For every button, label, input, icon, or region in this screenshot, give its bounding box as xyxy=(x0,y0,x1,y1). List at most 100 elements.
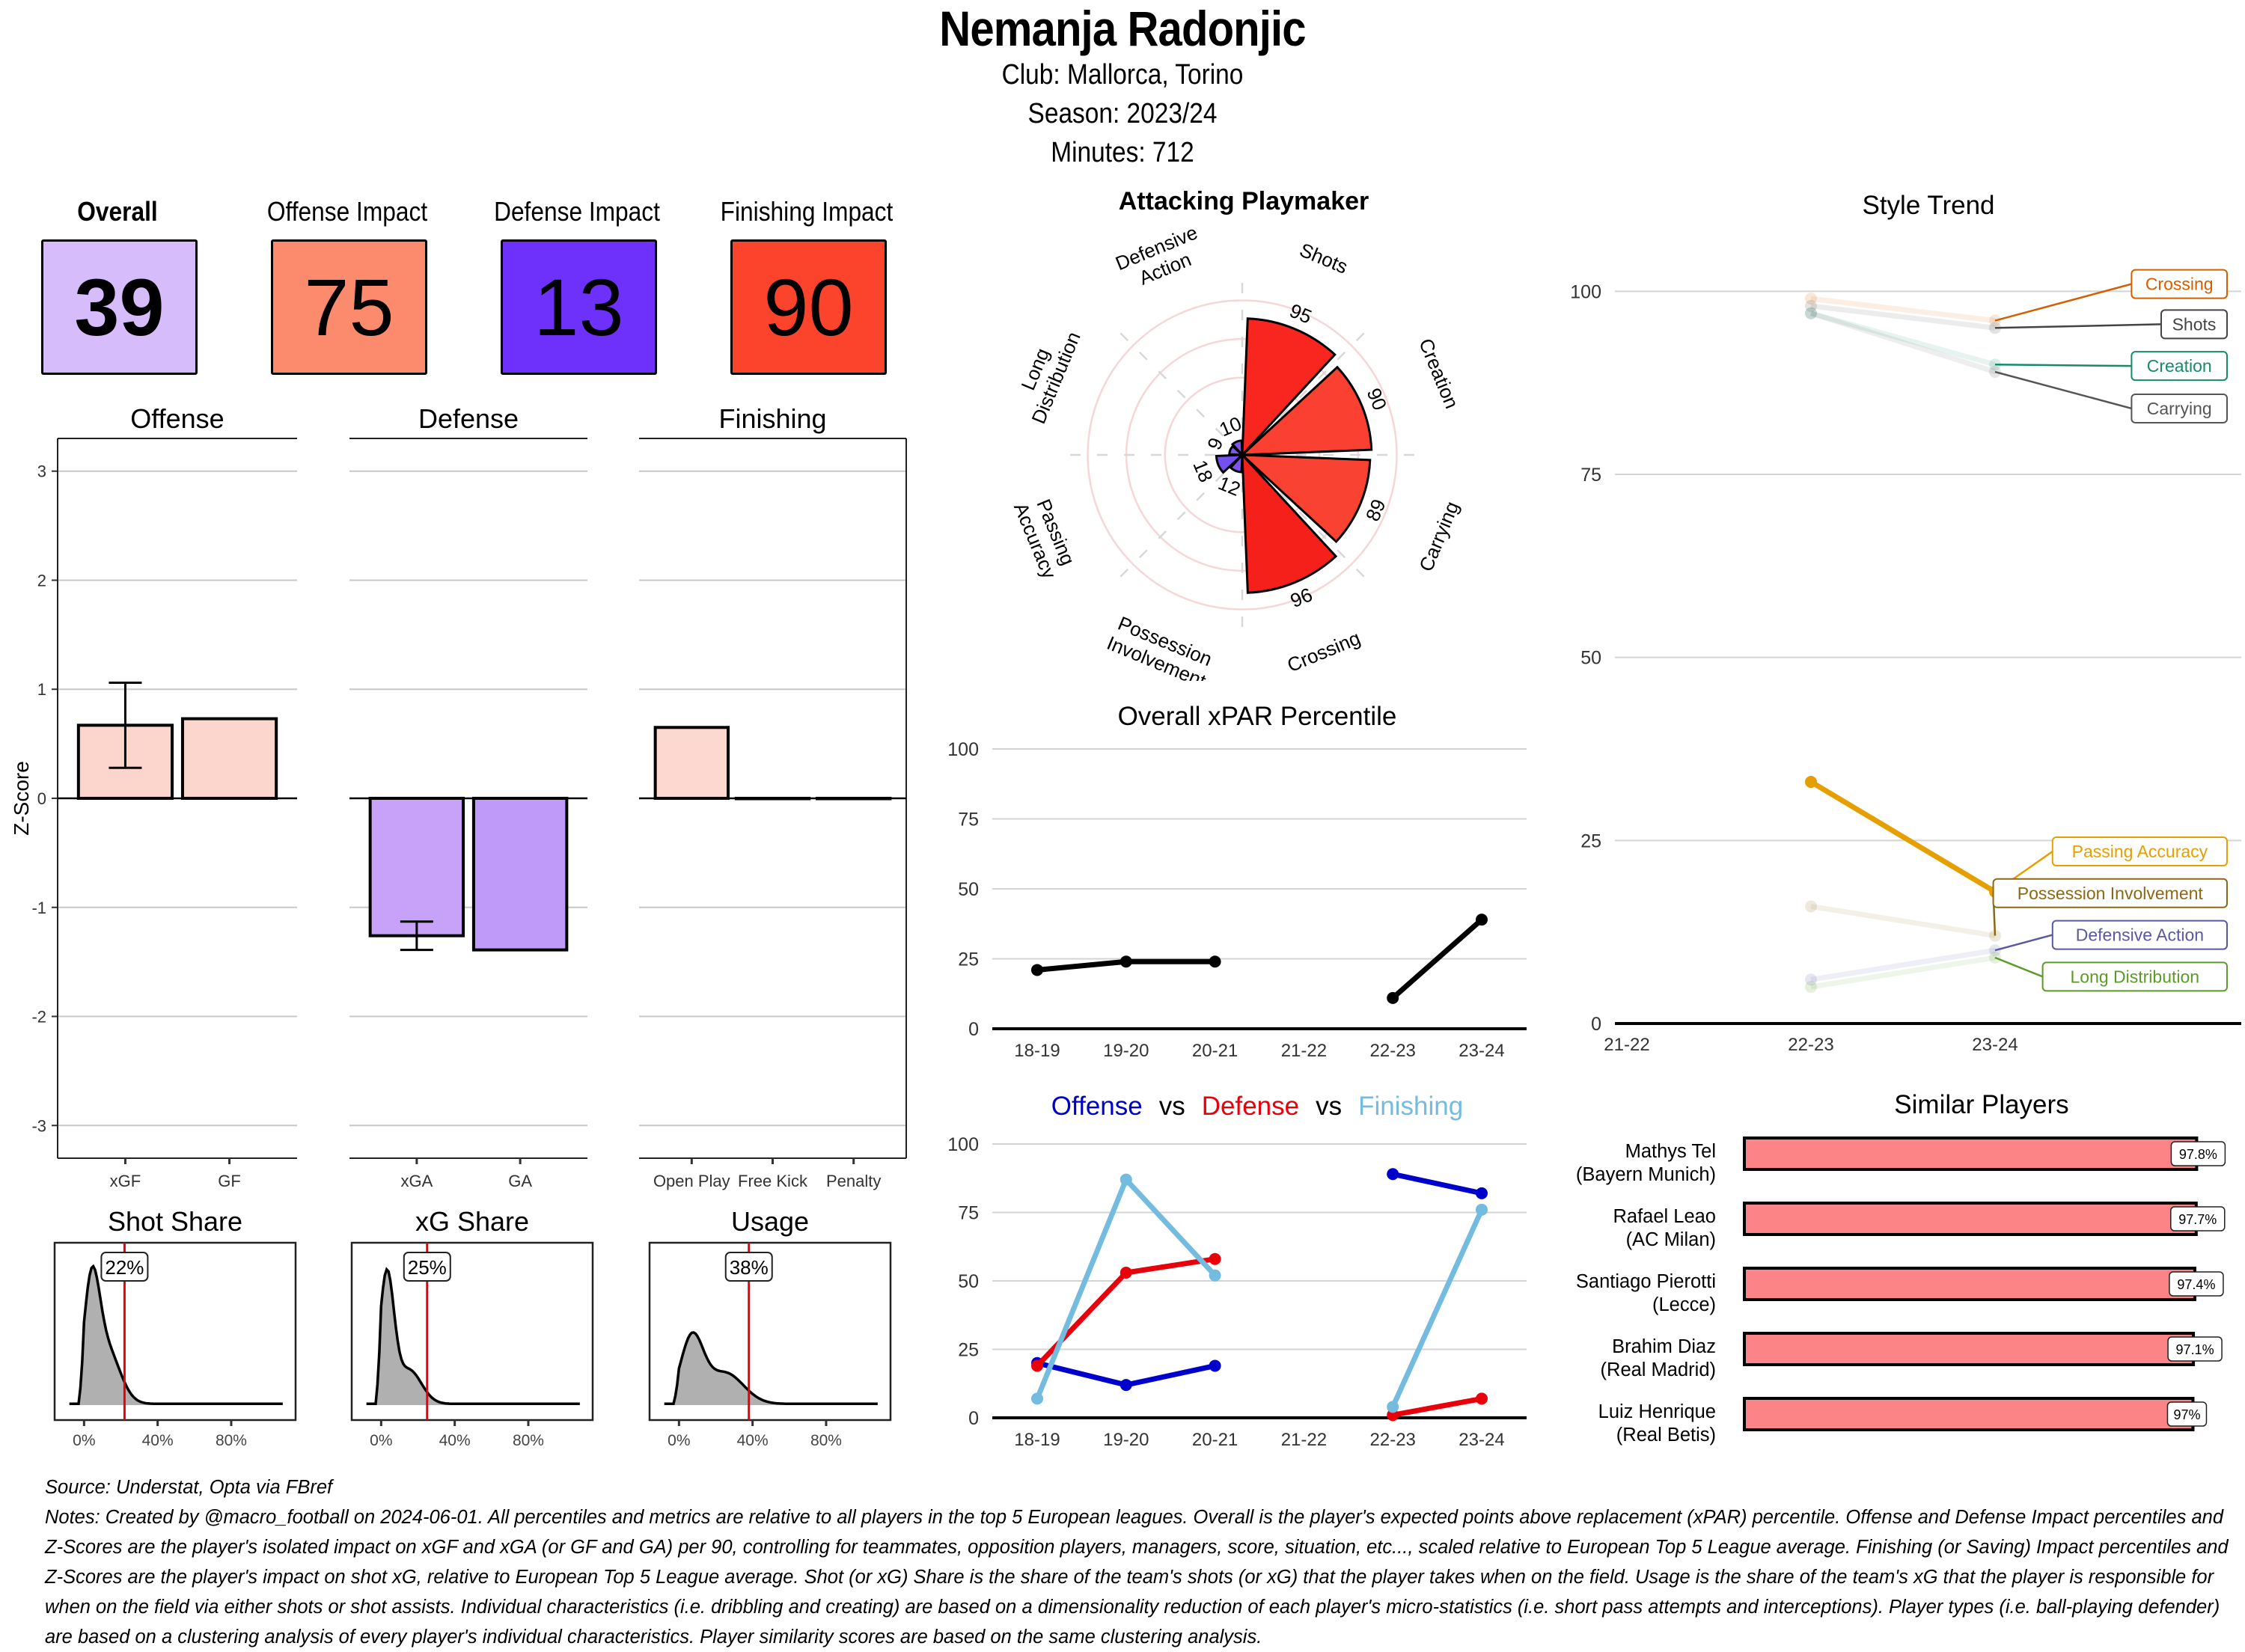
y-axis-label: Z-Score xyxy=(10,761,33,836)
x-tick-label: 40% xyxy=(737,1432,769,1449)
similarity-label-box xyxy=(2170,1206,2226,1232)
player-name: Mathys Tel xyxy=(1625,1141,1716,1162)
similarity-label-box xyxy=(2166,1401,2208,1427)
data-point xyxy=(1120,1267,1132,1279)
data-point xyxy=(1209,1359,1221,1372)
player-club: (Real Betis) xyxy=(1616,1425,1716,1446)
data-point xyxy=(1805,981,1817,994)
series-label: Long Distribution xyxy=(2070,967,2199,986)
zscore-chart: Z-Score 3 2 1 0 -1 -2 -3 Offense xGF GF Defense xGA G… xyxy=(10,403,907,1190)
radar-bar-possession-involvement xyxy=(1229,451,1244,474)
similarity-label: 97.1% xyxy=(2176,1342,2214,1357)
radar-category-line: Shots xyxy=(1296,239,1351,278)
season-line: Season: 2023/24 xyxy=(1027,98,1218,129)
share-panel-shot-share: Shot Share 22% 0% 40% 80% xyxy=(53,1206,297,1449)
radar-spoke xyxy=(1241,454,1370,583)
bar-open-play xyxy=(653,726,730,800)
player-name: Rafael Leao xyxy=(1613,1206,1716,1227)
similarity-bar xyxy=(1743,1332,2196,1366)
x-tick-label: 0% xyxy=(73,1432,95,1449)
ovd-title-part: Defense xyxy=(1202,1092,1299,1121)
source-note: Source: Understat, Opta via FBref xyxy=(45,1477,333,1498)
series-label: Passing Accuracy xyxy=(2072,842,2208,861)
y-tick-label: 25 xyxy=(958,1340,979,1361)
xpar-title: Overall xPAR Percentile xyxy=(1118,702,1397,731)
methodology-notes: Notes: Created by @macro_football on 202… xyxy=(45,1507,2229,1648)
radar-category-label: Crossing xyxy=(1284,626,1363,676)
y-tick-label: 75 xyxy=(958,810,979,830)
data-point xyxy=(1805,293,1817,305)
y-tick-label: -3 xyxy=(31,1116,46,1135)
label-leader-line xyxy=(1994,323,2162,329)
radar-category-line: Crossing xyxy=(1284,626,1363,676)
series-line xyxy=(1390,1208,1485,1408)
series-label-box xyxy=(2160,309,2228,340)
player-name: Luiz Henrique xyxy=(1598,1401,1716,1422)
style-trend-chart: Style Trend 100 75 50 25 021-22 22-23 23-24 Cros… xyxy=(1570,191,2241,1055)
data-point xyxy=(1209,955,1221,968)
value-label-box xyxy=(724,1252,773,1282)
y-tick-label: 75 xyxy=(1580,465,1601,486)
player-name: Brahim Diaz xyxy=(1612,1336,1716,1357)
y-tick-label: 1 xyxy=(37,680,46,699)
style-line-possession-involvement xyxy=(1810,903,1996,939)
radar-bar-passing-accuracy xyxy=(1215,453,1246,474)
ovd-title: Offense vs Defense vs Finishing xyxy=(1051,1092,1463,1121)
similarity-bar xyxy=(1743,1267,2196,1301)
x-tick-label: 19-20 xyxy=(1103,1041,1149,1061)
ovd-title-part: vs xyxy=(1159,1092,1185,1121)
density-area xyxy=(366,1269,580,1405)
series-label-box xyxy=(2131,393,2229,423)
series-finishing xyxy=(1031,1173,1488,1413)
x-tick-label: 40% xyxy=(439,1432,471,1449)
style-radar-chart: Attacking Playmaker 95 Shots 90 Creation 89 Ca… xyxy=(1007,187,1463,681)
x-tick-label: 22-23 xyxy=(1788,1035,1833,1055)
label-leader-line xyxy=(1994,283,2132,322)
x-tick-label: 22-23 xyxy=(1370,1430,1416,1450)
radar-bar-shots xyxy=(1241,317,1337,459)
series-label-box xyxy=(2051,920,2228,950)
series-line xyxy=(1390,917,1484,1000)
y-tick-label: 25 xyxy=(958,949,979,970)
data-point xyxy=(1031,964,1043,976)
x-tick-label: Penalty xyxy=(826,1172,881,1190)
series-label-box xyxy=(2041,961,2228,992)
radar-value-label: 18 xyxy=(1188,457,1218,486)
ovd-title-part: Finishing xyxy=(1358,1092,1463,1121)
facet-title: Offense xyxy=(130,403,224,434)
ovd-title-part: Offense xyxy=(1051,1092,1143,1121)
share-panel-xg-share: xG Share 25% 0% 40% 80% xyxy=(350,1206,594,1449)
data-point xyxy=(1805,307,1817,319)
data-point xyxy=(1387,991,1399,1004)
radar-spoke xyxy=(1241,327,1370,456)
radar-category-label: LongDistribution xyxy=(1007,320,1085,427)
bar-gf xyxy=(180,717,278,800)
data-point xyxy=(1805,307,1817,319)
data-point xyxy=(1031,1392,1043,1405)
share-panel-title: Shot Share xyxy=(108,1206,242,1237)
x-tick-label: 21-22 xyxy=(1604,1035,1649,1055)
style-trend-title: Style Trend xyxy=(1862,191,1994,220)
style-line-creation xyxy=(1810,310,1996,367)
y-tick-label: -1 xyxy=(31,899,46,917)
similarity-label-box xyxy=(2167,1336,2223,1362)
ovd-title-part: vs xyxy=(1316,1092,1342,1121)
style-line-shots xyxy=(1810,303,1996,331)
style-line-defensive-action xyxy=(1810,947,1996,982)
series-label: Shots xyxy=(2172,314,2217,334)
minutes-line: Minutes: 712 xyxy=(1051,137,1194,168)
data-point xyxy=(1476,914,1488,926)
radar-bar-crossing xyxy=(1241,451,1338,594)
footer-notes: Source: Understat, Opta via FBref Notes:… xyxy=(45,1472,2230,1652)
radar-category-label: DefensiveAction xyxy=(1112,221,1209,296)
y-tick-label: -2 xyxy=(31,1008,46,1027)
radar-value-label: 95 xyxy=(1286,299,1315,328)
series-label: Crossing xyxy=(2145,275,2214,294)
data-point xyxy=(1209,1269,1221,1282)
radar-category-label: PassingAccuracy xyxy=(1010,491,1081,582)
data-point xyxy=(1120,1379,1132,1392)
series-line xyxy=(1392,1171,1482,1196)
x-tick-label: GA xyxy=(508,1172,532,1190)
style-line-carrying xyxy=(1809,310,1997,375)
similar-player-row: Santiago Pierotti(Lecce) 97.4% xyxy=(1576,1267,2224,1315)
